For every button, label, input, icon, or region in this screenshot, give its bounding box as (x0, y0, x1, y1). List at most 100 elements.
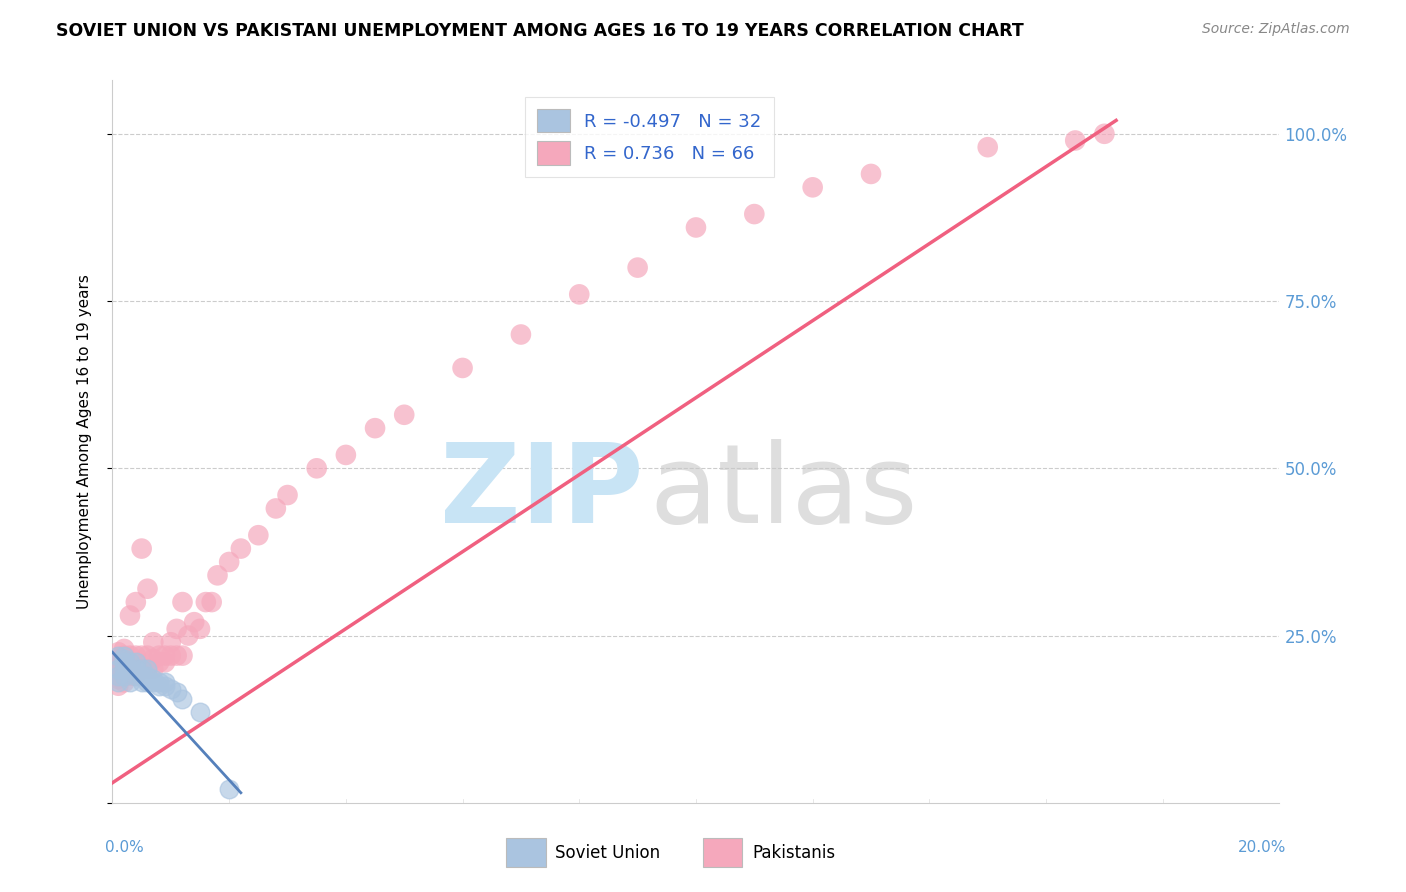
Point (107, 672, 129, 686)
Text: atlas: atlas (650, 439, 918, 546)
Point (451, 361, 474, 376)
Point (305, 461, 328, 475)
Point (112, 675, 135, 690)
Point (207, 568, 229, 582)
Point (166, 685, 188, 699)
Point (142, 662, 165, 676)
Point (125, 595, 148, 609)
Text: Soviet Union: Soviet Union (555, 844, 661, 862)
Point (364, 421, 387, 435)
Point (118, 608, 141, 623)
Point (107, 675, 129, 690)
Point (194, 595, 217, 609)
Point (685, 220, 707, 235)
Point (218, 555, 240, 569)
Point (801, 180, 824, 194)
Point (112, 669, 135, 683)
Point (183, 615, 205, 630)
Point (107, 648, 129, 663)
Point (148, 679, 170, 693)
Point (247, 528, 270, 542)
Point (627, 260, 650, 275)
Text: SOVIET UNION VS PAKISTANI UNEMPLOYMENT AMONG AGES 16 TO 19 YEARS CORRELATION CHA: SOVIET UNION VS PAKISTANI UNEMPLOYMENT A… (56, 22, 1024, 40)
Point (118, 662, 141, 676)
Point (125, 648, 148, 663)
Point (148, 655, 170, 669)
Point (188, 622, 211, 636)
Point (107, 665, 129, 680)
Point (160, 635, 183, 649)
Point (142, 672, 165, 686)
Point (112, 662, 135, 676)
Point (1064, 134, 1087, 148)
Point (335, 448, 357, 462)
Point (172, 692, 194, 706)
Point (142, 675, 165, 690)
Point (125, 662, 148, 676)
Point (177, 628, 200, 642)
Point (264, 501, 287, 516)
Point (131, 662, 153, 676)
Point (201, 595, 224, 609)
Text: Source: ZipAtlas.com: Source: ZipAtlas.com (1202, 22, 1350, 37)
Point (153, 655, 176, 669)
Point (136, 669, 159, 683)
Point (172, 648, 194, 663)
Point (148, 648, 170, 663)
Point (125, 669, 148, 683)
Point (136, 675, 159, 690)
Point (118, 648, 141, 663)
Point (125, 669, 148, 683)
Point (136, 648, 159, 663)
Text: Pakistanis: Pakistanis (752, 844, 835, 862)
Point (107, 679, 129, 693)
Point (166, 648, 188, 663)
Point (112, 648, 135, 663)
Text: 20.0%: 20.0% (1239, 840, 1286, 855)
Point (112, 669, 135, 683)
Point (112, 642, 135, 657)
Point (153, 648, 176, 663)
Point (112, 652, 135, 666)
Y-axis label: Unemployment Among Ages 16 to 19 years: Unemployment Among Ages 16 to 19 years (77, 274, 91, 609)
Point (107, 652, 129, 666)
Point (112, 662, 135, 676)
Point (118, 655, 141, 669)
Point (118, 675, 141, 690)
Point (153, 679, 176, 693)
Point (112, 648, 135, 663)
Point (131, 675, 153, 690)
Point (112, 655, 135, 669)
Point (107, 669, 129, 683)
Point (742, 207, 765, 221)
Point (976, 140, 998, 154)
Point (118, 662, 141, 676)
Point (118, 669, 141, 683)
Point (148, 675, 170, 690)
Point (1094, 127, 1116, 141)
Point (125, 662, 148, 676)
Point (136, 582, 159, 596)
Text: 0.0%: 0.0% (105, 840, 145, 855)
Point (136, 662, 159, 676)
Point (118, 655, 141, 669)
Point (172, 595, 194, 609)
Point (131, 669, 153, 683)
Point (131, 648, 153, 663)
Point (125, 655, 148, 669)
Point (568, 287, 591, 301)
Point (107, 645, 129, 659)
Point (860, 167, 883, 181)
Point (131, 662, 153, 676)
Point (509, 327, 531, 342)
Point (276, 488, 298, 502)
Point (107, 658, 129, 673)
Point (142, 635, 165, 649)
Legend: R = -0.497   N = 32, R = 0.736   N = 66: R = -0.497 N = 32, R = 0.736 N = 66 (524, 96, 775, 178)
Point (188, 706, 211, 720)
Point (166, 622, 188, 636)
Point (112, 655, 135, 669)
Point (107, 662, 129, 676)
Point (394, 408, 416, 422)
Text: ZIP: ZIP (440, 439, 644, 546)
